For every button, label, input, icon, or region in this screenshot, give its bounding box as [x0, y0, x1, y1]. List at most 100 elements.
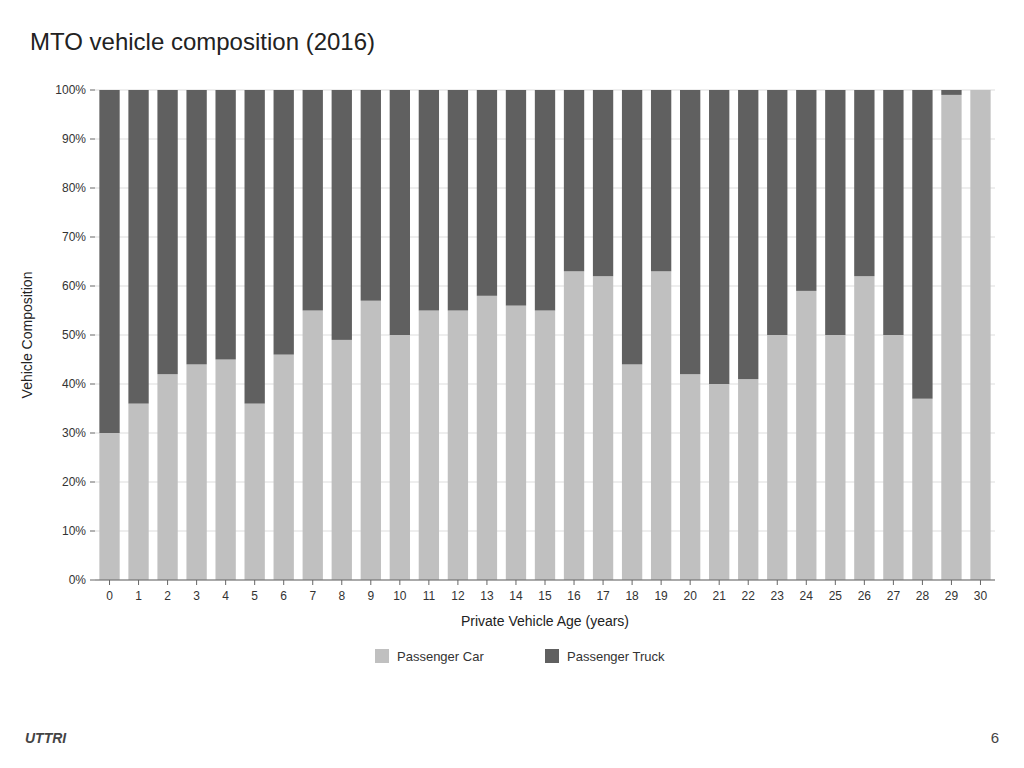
x-axis-label: Private Vehicle Age (years): [461, 613, 629, 629]
bar: [245, 90, 265, 404]
bar: [651, 90, 671, 271]
bar: [825, 90, 845, 335]
x-tick: [225, 580, 226, 585]
x-tick-label: 16: [567, 589, 581, 603]
bar: [390, 335, 410, 580]
bar: [303, 90, 323, 311]
x-tick-label: 24: [800, 589, 814, 603]
bar: [593, 276, 613, 580]
y-tick: [90, 286, 95, 287]
chart: MTO vehicle composition (2016)0%10%20%30…: [0, 0, 1024, 768]
x-tick-label: 17: [596, 589, 610, 603]
bar: [535, 90, 555, 311]
x-tick: [748, 580, 749, 585]
x-tick: [457, 580, 458, 585]
x-tick-label: 9: [367, 589, 374, 603]
bar: [709, 90, 729, 384]
bar: [215, 360, 235, 581]
bar: [535, 311, 555, 581]
bar: [419, 90, 439, 311]
y-tick: [90, 433, 95, 434]
x-tick-label: 5: [251, 589, 258, 603]
x-tick-label: 30: [974, 589, 988, 603]
bar: [738, 90, 758, 379]
x-tick-label: 3: [193, 589, 200, 603]
y-tick-label: 20%: [62, 475, 86, 489]
x-tick-label: 27: [887, 589, 901, 603]
bar: [361, 90, 381, 301]
bar: [709, 384, 729, 580]
x-tick: [486, 580, 487, 585]
grid: [95, 90, 995, 580]
bar: [941, 95, 961, 580]
x-tick: [603, 580, 604, 585]
bar: [506, 90, 526, 306]
bar: [825, 335, 845, 580]
bar: [680, 374, 700, 580]
x-tick: [690, 580, 691, 585]
x-tick-label: 7: [309, 589, 316, 603]
bar: [157, 90, 177, 374]
x-tick: [806, 580, 807, 585]
bar: [883, 335, 903, 580]
y-tick-label: 40%: [62, 377, 86, 391]
bar: [215, 90, 235, 360]
x-tick-label: 10: [393, 589, 407, 603]
bar: [854, 90, 874, 276]
x-tick: [399, 580, 400, 585]
bars: [99, 90, 990, 580]
bar: [303, 311, 323, 581]
y-tick: [90, 188, 95, 189]
bar: [274, 90, 294, 355]
y-tick-label: 0%: [69, 573, 87, 587]
x-tick: [719, 580, 720, 585]
bar: [390, 90, 410, 335]
x-tick-label: 2: [164, 589, 171, 603]
y-tick-label: 30%: [62, 426, 86, 440]
y-tick-label: 100%: [55, 83, 86, 97]
x-tick: [574, 580, 575, 585]
bar: [128, 90, 148, 404]
x-tick-label: 19: [654, 589, 668, 603]
bar: [564, 271, 584, 580]
y-tick-label: 80%: [62, 181, 86, 195]
bar: [157, 374, 177, 580]
bar: [767, 90, 787, 335]
x-tick-label: 8: [338, 589, 345, 603]
x-tick: [341, 580, 342, 585]
bar: [622, 90, 642, 364]
bar: [767, 335, 787, 580]
x-tick: [167, 580, 168, 585]
y-tick: [90, 237, 95, 238]
bar: [448, 311, 468, 581]
x-tick: [283, 580, 284, 585]
x-tick-label: 0: [106, 589, 113, 603]
x-tick: [254, 580, 255, 585]
x-tick-label: 29: [945, 589, 959, 603]
x-axis: 0123456789101112131415161718192021222324…: [95, 580, 995, 603]
y-axis-label: Vehicle Composition: [19, 272, 35, 399]
bar: [738, 379, 758, 580]
bar: [970, 90, 990, 580]
bar: [564, 90, 584, 271]
x-tick: [661, 580, 662, 585]
x-tick-label: 13: [480, 589, 494, 603]
x-tick: [138, 580, 139, 585]
x-tick-label: 20: [683, 589, 697, 603]
legend-swatch: [545, 649, 559, 663]
legend: Passenger CarPassenger Truck: [375, 649, 665, 664]
x-tick-label: 4: [222, 589, 229, 603]
x-tick: [545, 580, 546, 585]
y-tick: [90, 482, 95, 483]
bar: [99, 90, 119, 433]
x-tick: [109, 580, 110, 585]
bar: [186, 364, 206, 580]
x-tick: [515, 580, 516, 585]
x-tick: [980, 580, 981, 585]
bar: [419, 311, 439, 581]
bar: [245, 404, 265, 580]
x-tick: [196, 580, 197, 585]
x-tick-label: 6: [280, 589, 287, 603]
legend-label: Passenger Car: [397, 649, 484, 664]
x-tick: [864, 580, 865, 585]
